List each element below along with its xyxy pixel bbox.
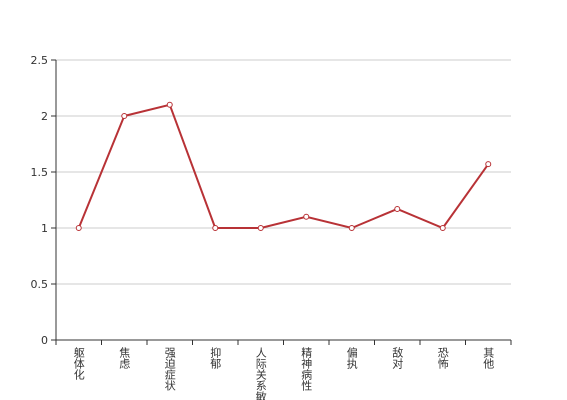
data-point	[439, 225, 446, 231]
x-tick-label: 抑郁	[209, 346, 222, 369]
x-tick-label: 敌对	[391, 346, 404, 369]
data-point	[348, 225, 355, 231]
x-tick-label: 焦虑	[118, 347, 131, 369]
data-line	[77, 103, 490, 230]
x-tick-label: 强迫症状	[163, 347, 176, 391]
data-point	[303, 213, 310, 220]
data-point	[394, 205, 401, 212]
data-point	[75, 225, 82, 231]
y-tick-label: 0.5	[31, 278, 49, 291]
y-tick-label: 0	[41, 334, 48, 347]
data-point	[212, 225, 219, 231]
y-tick-label: 1	[41, 222, 48, 235]
x-tick-label: 其他	[482, 347, 495, 369]
data-point	[121, 113, 128, 119]
y-tick-label: 2.5	[31, 54, 49, 67]
x-tick-label: 躯体化	[72, 347, 85, 381]
x-tick-label: 恐怖	[436, 347, 449, 369]
data-point	[166, 101, 173, 108]
data-point	[257, 225, 264, 231]
y-tick-label: 2	[41, 110, 48, 123]
y-tick-label: 1.5	[31, 166, 49, 179]
x-tick-label: 人际关系敏感	[254, 347, 267, 400]
x-tick-label: 偏执	[345, 346, 358, 370]
x-tick-label: 精神病性	[300, 347, 313, 392]
data-point	[485, 161, 492, 168]
